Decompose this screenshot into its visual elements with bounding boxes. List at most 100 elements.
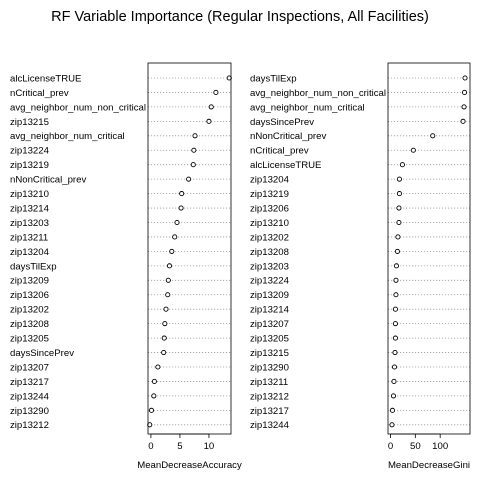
variable-label: zip13204	[250, 175, 290, 186]
variable-label: zip13212	[10, 420, 49, 431]
variable-label: zip13214	[250, 305, 290, 316]
importance-point	[186, 176, 192, 182]
variable-label: zip13203	[250, 261, 289, 272]
importance-point	[389, 422, 395, 428]
variable-label: zip13219	[250, 189, 289, 200]
x-tick-label: 10	[204, 441, 215, 452]
variable-label: zip13217	[10, 377, 49, 388]
importance-point	[151, 378, 157, 385]
variable-label: nNonCritical_prev	[10, 175, 86, 186]
variable-label: zip13205	[250, 334, 289, 345]
variable-label: alcLicenseTRUE	[10, 73, 81, 84]
variable-label: zip13219	[10, 160, 49, 171]
x-axis-title: MeanDecreaseGini	[388, 460, 470, 471]
variable-label: daysTilExp	[10, 261, 57, 272]
variable-label: zip13215	[250, 348, 289, 359]
variable-label: zip13290	[250, 362, 289, 373]
importance-point	[208, 104, 214, 110]
importance-point	[213, 89, 219, 95]
variable-label: zip13202	[250, 232, 289, 243]
importance-point	[410, 147, 416, 153]
variable-label: zip13206	[250, 203, 289, 214]
importance-point	[161, 349, 167, 356]
importance-point	[461, 89, 468, 95]
variable-label: zip13205	[10, 334, 49, 345]
importance-point	[155, 364, 161, 370]
variable-label: alcLicenseTRUE	[250, 160, 321, 171]
importance-point	[395, 234, 401, 240]
variable-label: zip13211	[250, 377, 288, 388]
variable-label: nNonCritical_prev	[250, 131, 326, 142]
variable-label: zip13290	[10, 406, 49, 417]
importance-point	[389, 407, 396, 413]
importance-point	[393, 263, 399, 269]
variable-label: daysTilExp	[250, 73, 297, 84]
variable-label: avg_neighbor_num_non_critical	[10, 102, 146, 113]
importance-point	[165, 277, 171, 283]
figure-title: RF Variable Importance (Regular Inspecti…	[51, 9, 429, 25]
importance-point	[396, 191, 402, 197]
importance-point	[390, 393, 397, 399]
importance-panel-1: alcLicenseTRUE nCritical_prev avg_neighbor…	[10, 62, 242, 471]
variable-label: zip13209	[10, 276, 49, 287]
x-tick-label: 0	[148, 441, 153, 452]
variable-label: zip13224	[10, 146, 50, 157]
importance-point	[161, 335, 167, 341]
importance-point	[392, 335, 399, 341]
importance-panel-2: daysTilExp avg_neighbor_num_non_criticala…	[250, 62, 471, 471]
variable-label: zip13210	[250, 218, 289, 229]
importance-point	[399, 162, 405, 168]
importance-point	[462, 75, 468, 81]
importance-point	[162, 321, 168, 327]
plot-frame	[147, 62, 232, 435]
variable-label: zip13215	[10, 117, 49, 128]
importance-point	[165, 292, 171, 298]
importance-point	[391, 378, 397, 385]
x-tick-label: 0	[388, 441, 393, 452]
variable-label: zip13214	[10, 203, 50, 214]
variable-label: daysSincePrev	[10, 348, 74, 359]
variable-label: zip13210	[10, 189, 49, 200]
importance-point	[396, 176, 402, 182]
x-tick-label: 100	[432, 441, 448, 452]
importance-point	[392, 349, 398, 356]
importance-point	[461, 104, 467, 110]
importance-point	[393, 292, 399, 298]
importance-point	[166, 263, 173, 269]
variable-label: zip13211	[10, 232, 48, 243]
variable-label: avg_neighbor_num_non_critical	[250, 88, 386, 99]
importance-point	[460, 118, 466, 124]
variable-label: zip13212	[250, 391, 289, 402]
variable-label: zip13244	[10, 391, 50, 402]
variable-label: nCritical_prev	[250, 146, 309, 157]
importance-point	[396, 205, 402, 211]
variable-label: zip13224	[250, 276, 290, 287]
importance-point	[396, 219, 402, 226]
importance-point	[392, 306, 399, 312]
x-axis-title: MeanDecreaseAccuracy	[137, 460, 242, 471]
importance-point	[192, 133, 198, 139]
variable-label: zip13208	[250, 247, 289, 258]
variable-label: zip13207	[10, 362, 49, 373]
importance-point	[178, 205, 184, 211]
variable-label: zip13203	[10, 218, 49, 229]
variable-label: daysSincePrev	[250, 117, 314, 128]
variable-label: zip13217	[250, 406, 289, 417]
variable-label: zip13206	[10, 290, 49, 301]
variable-label: zip13204	[10, 247, 50, 258]
variable-label: zip13209	[250, 290, 289, 301]
importance-point	[151, 393, 157, 399]
importance-point	[391, 364, 398, 370]
variable-label: avg_neighbor_num_critical	[250, 102, 365, 113]
importance-point	[430, 133, 436, 139]
plot-frame	[387, 62, 471, 435]
importance-point	[206, 118, 212, 124]
variable-label: zip13207	[250, 319, 289, 330]
importance-point	[169, 248, 175, 254]
x-tick-label: 50	[410, 441, 421, 452]
variable-label: nCritical_prev	[10, 88, 69, 99]
variable-label: avg_neighbor_num_critical	[10, 131, 125, 142]
importance-point	[172, 234, 178, 240]
importance-point	[148, 407, 155, 413]
